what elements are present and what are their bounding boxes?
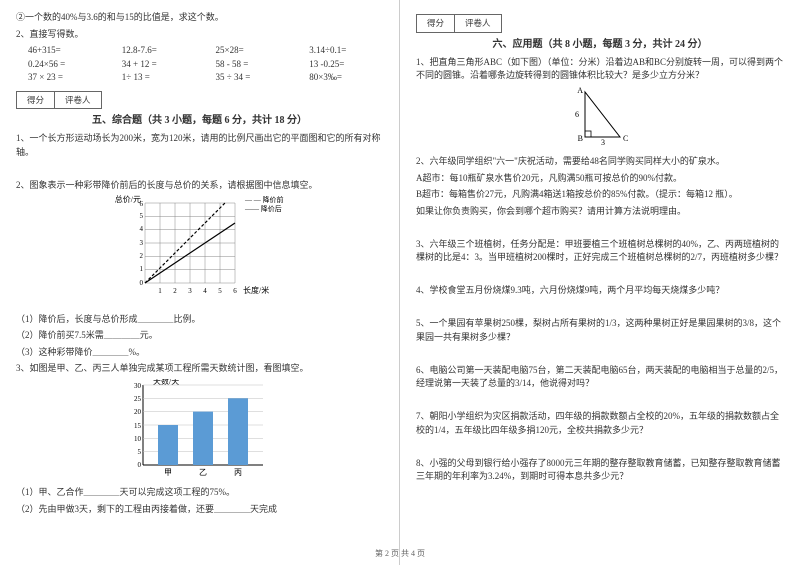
- chart-xlabel: 长度/米: [243, 285, 269, 295]
- calc-cell: 12.8-7.6=: [122, 44, 196, 58]
- q5-3-sub1: （1）甲、乙合作＿＿＿＿天可以完成这项工程的75%。: [16, 486, 383, 500]
- svg-text:3: 3: [139, 239, 143, 247]
- section-5-title: 五、综合题（共 3 小题，每题 6 分，共计 18 分）: [16, 113, 383, 128]
- score-box: 得分 评卷人: [16, 91, 102, 110]
- calc-cell: 34 + 12 =: [122, 58, 196, 72]
- triangle-figure: A B C 6 3: [416, 87, 784, 152]
- calc-row-3: 37 × 23 = 1÷ 13 = 35 ÷ 34 = 80×3‰=: [28, 71, 383, 85]
- question-6-5: 5、一个果园有苹果树250棵，梨树占所有果树的1/3，这两种果树正好是果园果树的…: [416, 317, 784, 344]
- question-5-2: 2、图象表示一种彩带降价前后的长度与总价的关系，请根据图中信息填空。: [16, 179, 383, 193]
- q5-2-sub1: （1）降价后，长度与总价形成＿＿＿＿比例。: [16, 313, 383, 327]
- question-6-8: 8、小强的父母到银行给小强存了8000元三年期的整存整取教育储蓄，已知整存整取教…: [416, 457, 784, 484]
- svg-text:B: B: [578, 134, 583, 143]
- svg-text:C: C: [623, 134, 628, 143]
- chart-ylabel: 总价/元: [115, 195, 141, 204]
- score-label: 得分: [417, 15, 455, 32]
- svg-text:30: 30: [134, 382, 142, 390]
- calc-cell: 58 - 58 =: [216, 58, 290, 72]
- svg-text:0: 0: [139, 279, 143, 287]
- svg-text:A: A: [577, 87, 583, 95]
- grader-label: 评卷人: [455, 15, 501, 32]
- calc-cell: 37 × 23 =: [28, 71, 102, 85]
- question-5-1: 1、一个长方形运动场长为200米，宽为120米，请用的比例尺画出它的平面图和它的…: [16, 132, 383, 159]
- question-6-3: 3、六年级三个班植树，任务分配是：甲班要植三个班植树总棵树的40%，乙、丙两班植…: [416, 238, 784, 265]
- svg-text:3: 3: [601, 138, 605, 147]
- calc-cell: 25×28=: [216, 44, 290, 58]
- calc-cell: 1÷ 13 =: [122, 71, 196, 85]
- svg-text:丙: 丙: [234, 468, 242, 477]
- bar-bing: [228, 398, 248, 465]
- score-box-right: 得分 评卷人: [416, 14, 502, 33]
- svg-text:25: 25: [134, 395, 142, 403]
- svg-text:5: 5: [137, 448, 141, 456]
- svg-text:3: 3: [188, 287, 192, 295]
- legend-before: — — 降价前: [244, 195, 284, 204]
- q6-2-b: B超市：每箱售价27元，凡购满4箱送1箱按总价的85%付款。（提示：每箱12 瓶…: [416, 188, 784, 202]
- bar-chart: 天数/天 051015202530 甲乙丙: [16, 379, 383, 484]
- q5-2-sub2: （2）降价前买7.5米需＿＿＿＿元。: [16, 329, 383, 343]
- question-6-7: 7、朝阳小学组织为灾区捐款活动，四年级的捐款数额占全校的20%，五年级的捐款数额…: [416, 410, 784, 437]
- q5-3-sub2: （2）先由甲做3天，剩下的工程由丙接着做，还要＿＿＿＿天完成: [16, 503, 383, 517]
- svg-text:15: 15: [134, 422, 142, 430]
- question-6-4: 4、学校食堂五月份烧煤9.3吨，六月份烧煤9吨，两个月平均每天烧煤多少吨？: [416, 284, 784, 298]
- svg-text:6: 6: [575, 110, 579, 119]
- calc-row-1: 46+315= 12.8-7.6= 25×28= 3.14÷0.1=: [28, 44, 383, 58]
- question-6-1: 1、把直角三角形ABC（如下图）（单位：分米）沿着边AB和BC分别旋转一周，可以…: [416, 56, 784, 83]
- calc-cell: 0.24×56 =: [28, 58, 102, 72]
- svg-text:2: 2: [173, 287, 177, 295]
- question-6-2: 2、六年级同学组织"六一"庆祝活动，需要给48名同学购买同样大小的矿泉水。: [416, 155, 784, 169]
- q6-2-c: 如果让你负责购买，你会到哪个超市购买？请用计算方法说明理由。: [416, 205, 784, 219]
- question-5-3: 3、如图是甲、乙、丙三人单独完成某项工程所需天数统计图，看图填空。: [16, 362, 383, 376]
- svg-text:4: 4: [139, 225, 143, 233]
- svg-text:1: 1: [158, 287, 162, 295]
- q6-2-a: A超市：每10瓶矿泉水售价20元，凡购满50瓶可按总价的90%付款。: [416, 172, 784, 186]
- page-footer: 第 2 页 共 4 页: [0, 548, 800, 559]
- calc-cell: 46+315=: [28, 44, 102, 58]
- svg-text:6: 6: [233, 287, 237, 295]
- bar-jia: [158, 425, 178, 465]
- svg-text:6: 6: [139, 200, 143, 208]
- calc-cell: 3.14÷0.1=: [309, 44, 383, 58]
- svg-text:2: 2: [139, 252, 143, 260]
- svg-text:1: 1: [139, 265, 143, 273]
- section-6-title: 六、应用题（共 8 小题，每题 3 分，共计 24 分）: [416, 37, 784, 52]
- svg-text:乙: 乙: [199, 468, 207, 477]
- calc-cell: 35 ÷ 34 =: [216, 71, 290, 85]
- grader-label: 评卷人: [55, 92, 101, 109]
- svg-text:甲: 甲: [164, 468, 172, 477]
- calc-cell: 13 -0.25=: [309, 58, 383, 72]
- svg-text:5: 5: [139, 212, 143, 220]
- svg-text:0: 0: [137, 461, 141, 469]
- question-top: ②一个数的40%与3.6的和与15的比值是，求这个数。: [16, 11, 383, 25]
- bar-yi: [193, 411, 213, 464]
- svg-text:5: 5: [218, 287, 222, 295]
- score-label: 得分: [17, 92, 55, 109]
- svg-text:10: 10: [134, 435, 142, 443]
- price-chart: 总价/元 — — 降价前 —— 降价后 0 1 2 3 4 5 6 1 2 3 4 5 6 长度/米: [16, 195, 383, 310]
- question-6-6: 6、电脑公司第一天装配电脑75台，第二天装配电脑65台，两天装配的电脑相当于总量…: [416, 364, 784, 391]
- legend-after: —— 降价后: [244, 204, 282, 213]
- q5-2-sub3: （3）这种彩带降价＿＿＿＿%。: [16, 346, 383, 360]
- calc-cell: 80×3‰=: [309, 71, 383, 85]
- svg-text:4: 4: [203, 287, 207, 295]
- calc-row-2: 0.24×56 = 34 + 12 = 58 - 58 = 13 -0.25=: [28, 58, 383, 72]
- svg-text:20: 20: [134, 408, 142, 416]
- question-2-title: 2、直接写得数。: [16, 28, 383, 42]
